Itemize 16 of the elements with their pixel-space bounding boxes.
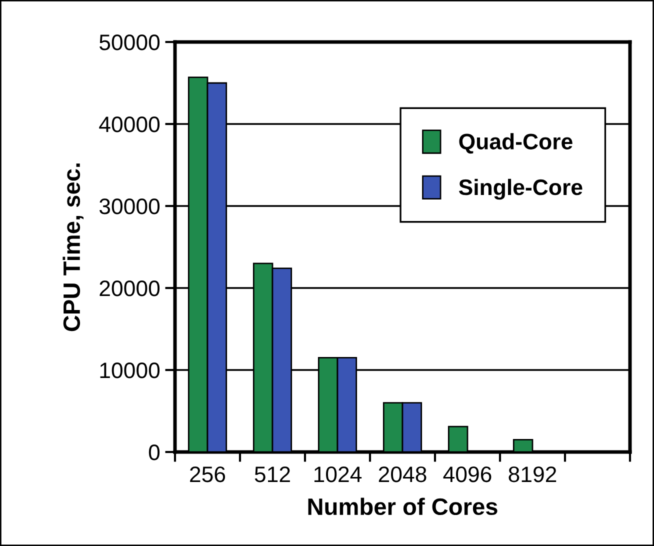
x-tick-label: 1024	[314, 466, 362, 482]
x-tick-label: 4096	[443, 466, 492, 482]
x-tick-label: 512	[254, 466, 290, 482]
legend-label: Quad-Core	[459, 133, 572, 154]
y-tick-label: 10000	[100, 362, 160, 378]
y-tick-label: 30000	[99, 198, 160, 214]
x-tick-label: 2048	[378, 466, 426, 482]
x-tick-label: 8192	[508, 466, 556, 482]
x-axis-title: Number of Cores	[308, 498, 498, 516]
y-tick-label: 50000	[100, 34, 160, 50]
y-axis-title: CPU Time, sec.	[62, 164, 84, 332]
legend-label: Single-Core	[458, 178, 582, 200]
y-tick-label: 0	[148, 444, 160, 460]
y-tick-label: 40000	[99, 116, 160, 132]
y-tick-label: 20000	[100, 280, 160, 296]
x-tick-label: 256	[190, 466, 226, 482]
